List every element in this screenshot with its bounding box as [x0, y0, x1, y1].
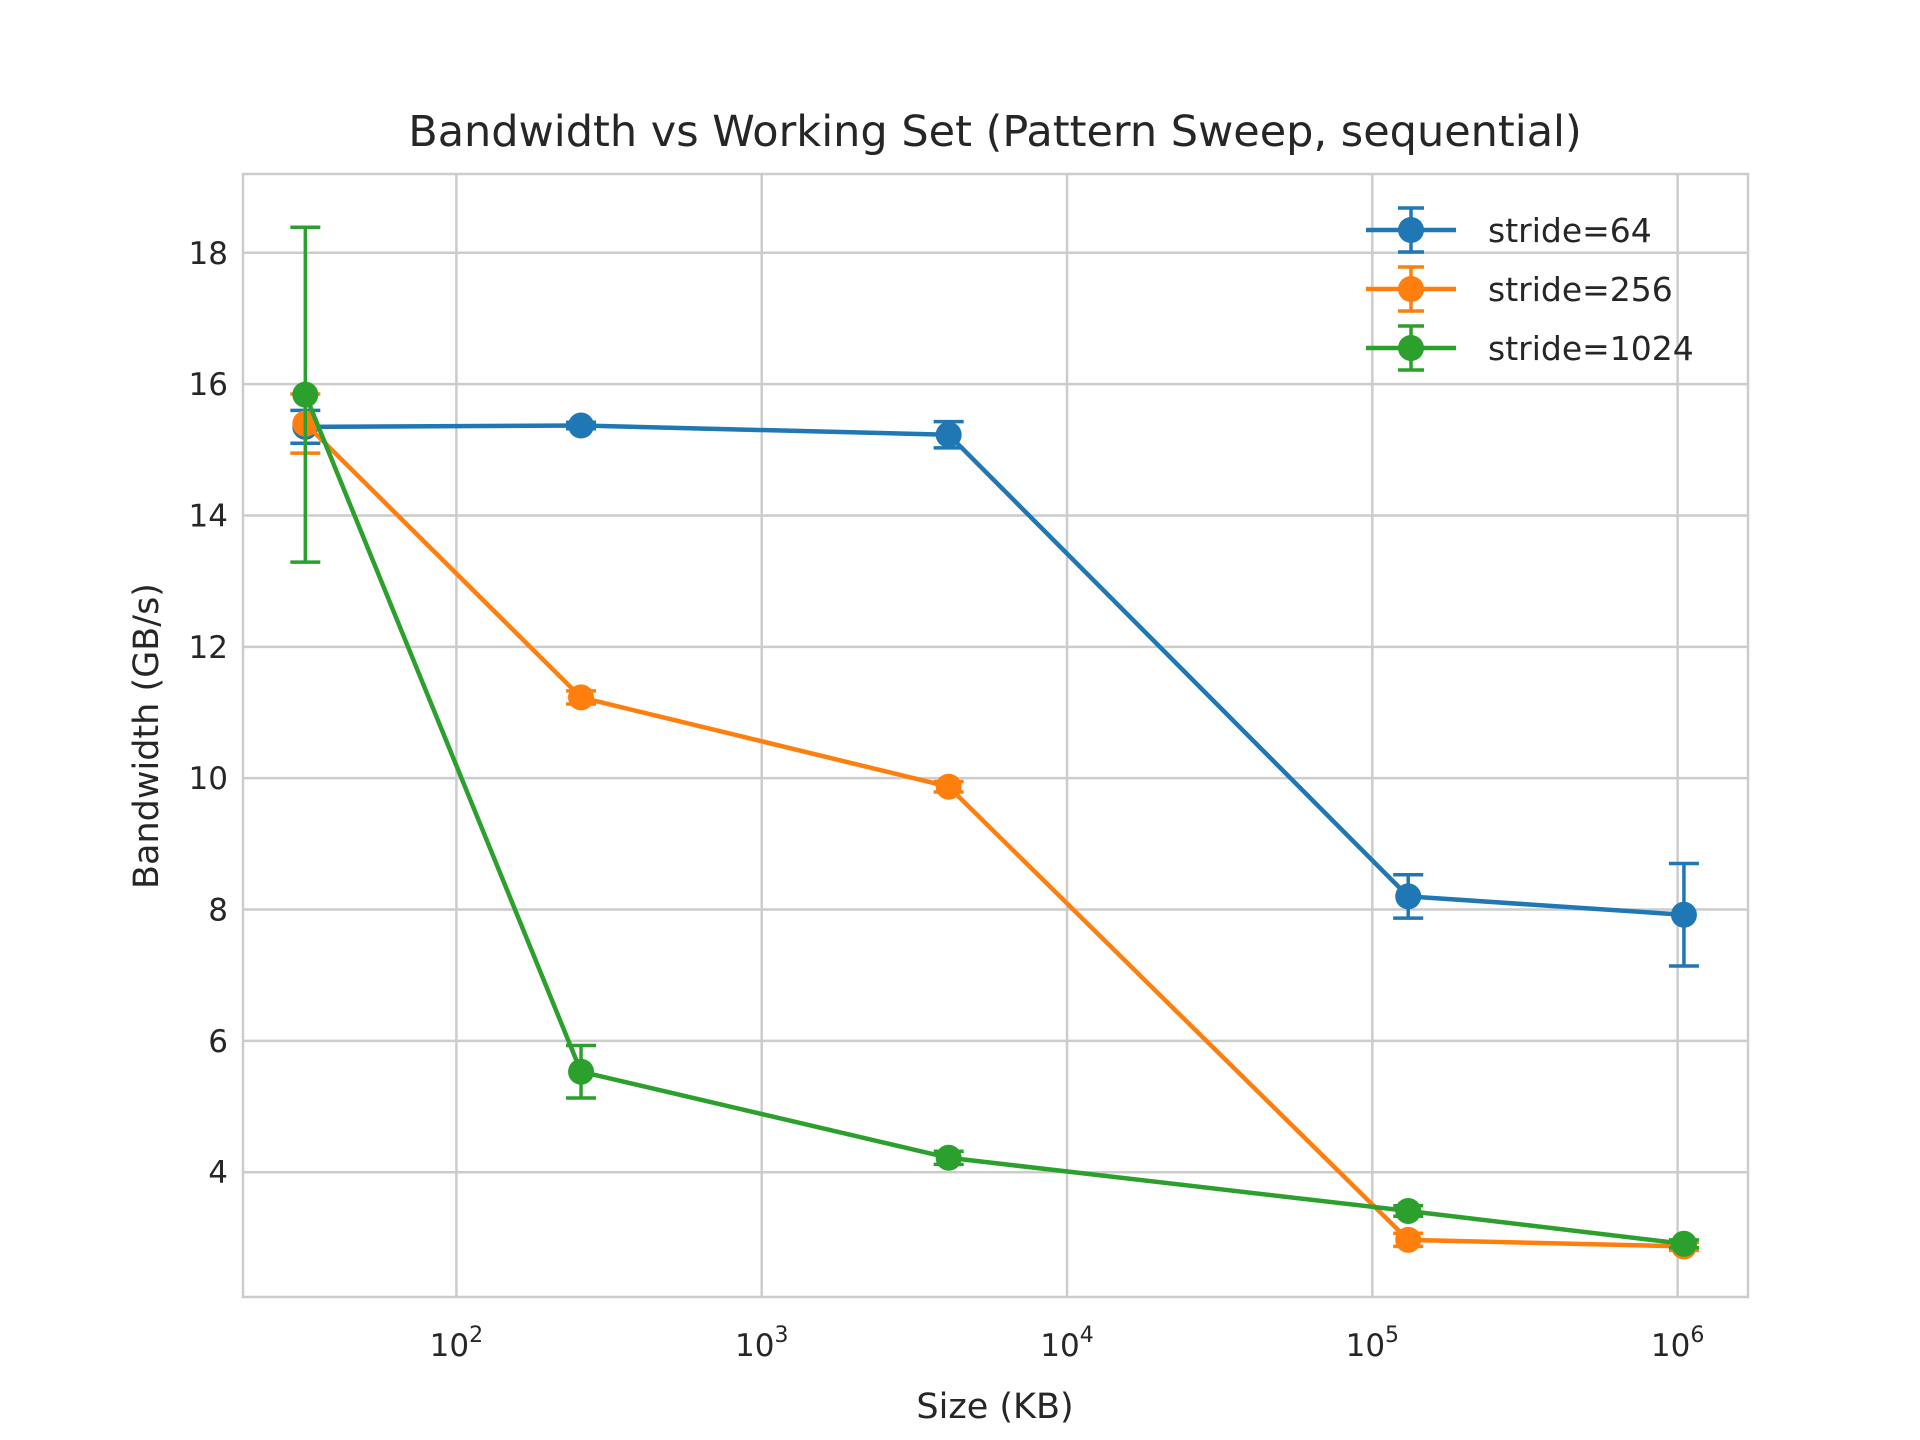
series-layer: [290, 225, 1699, 1260]
data-point: [935, 773, 962, 800]
series-stride=1024: [290, 225, 1699, 1257]
y-tick-label: 10: [189, 761, 228, 797]
y-tick-label: 14: [189, 498, 228, 534]
data-point: [1395, 1226, 1422, 1253]
legend-marker: [1398, 217, 1424, 243]
data-point: [935, 421, 962, 448]
legend-entry: stride=256: [1366, 265, 1673, 313]
y-tick-label: 16: [189, 367, 228, 403]
data-point: [1395, 1197, 1422, 1224]
tick-labels: 102 103 104 105 106 4 6 8 10 12 14 16 18: [189, 236, 1705, 1364]
y-tick-label: 4: [208, 1155, 228, 1191]
y-tick-label: 12: [189, 630, 228, 666]
data-point: [568, 412, 595, 439]
data-point: [568, 1058, 595, 1085]
plot-frame: [241, 172, 1750, 1299]
legend-marker: [1398, 335, 1424, 361]
data-point: [568, 684, 595, 711]
legend: stride=64 stride=256 stride=1024: [1366, 206, 1694, 372]
x-tick-label: 103: [735, 1323, 788, 1364]
y-axis-label: Bandwidth (GB/s): [127, 583, 167, 889]
legend-entry: stride=1024: [1366, 324, 1694, 372]
y-tick-label: 8: [208, 893, 228, 929]
legend-entry: stride=64: [1366, 206, 1652, 254]
plot-area-background: [243, 174, 1748, 1297]
legend-label: stride=64: [1488, 211, 1652, 250]
data-point: [1670, 901, 1697, 928]
data-point: [1395, 883, 1422, 910]
x-tick-label: 106: [1651, 1323, 1704, 1364]
chart-title: Bandwidth vs Working Set (Pattern Sweep,…: [408, 107, 1582, 157]
legend-marker: [1398, 276, 1424, 302]
y-tick-label: 18: [189, 236, 228, 272]
legend-label: stride=1024: [1488, 329, 1694, 368]
x-tick-label: 102: [430, 1323, 483, 1364]
data-point: [935, 1144, 962, 1171]
legend-label: stride=256: [1488, 270, 1673, 309]
x-tick-label: 104: [1040, 1323, 1093, 1364]
data-point: [292, 381, 319, 408]
x-axis-label: Size (KB): [916, 1387, 1073, 1427]
data-point: [1670, 1230, 1697, 1257]
x-tick-label: 105: [1346, 1323, 1399, 1364]
grid-lines: [243, 174, 1748, 1297]
y-tick-label: 6: [208, 1024, 228, 1060]
